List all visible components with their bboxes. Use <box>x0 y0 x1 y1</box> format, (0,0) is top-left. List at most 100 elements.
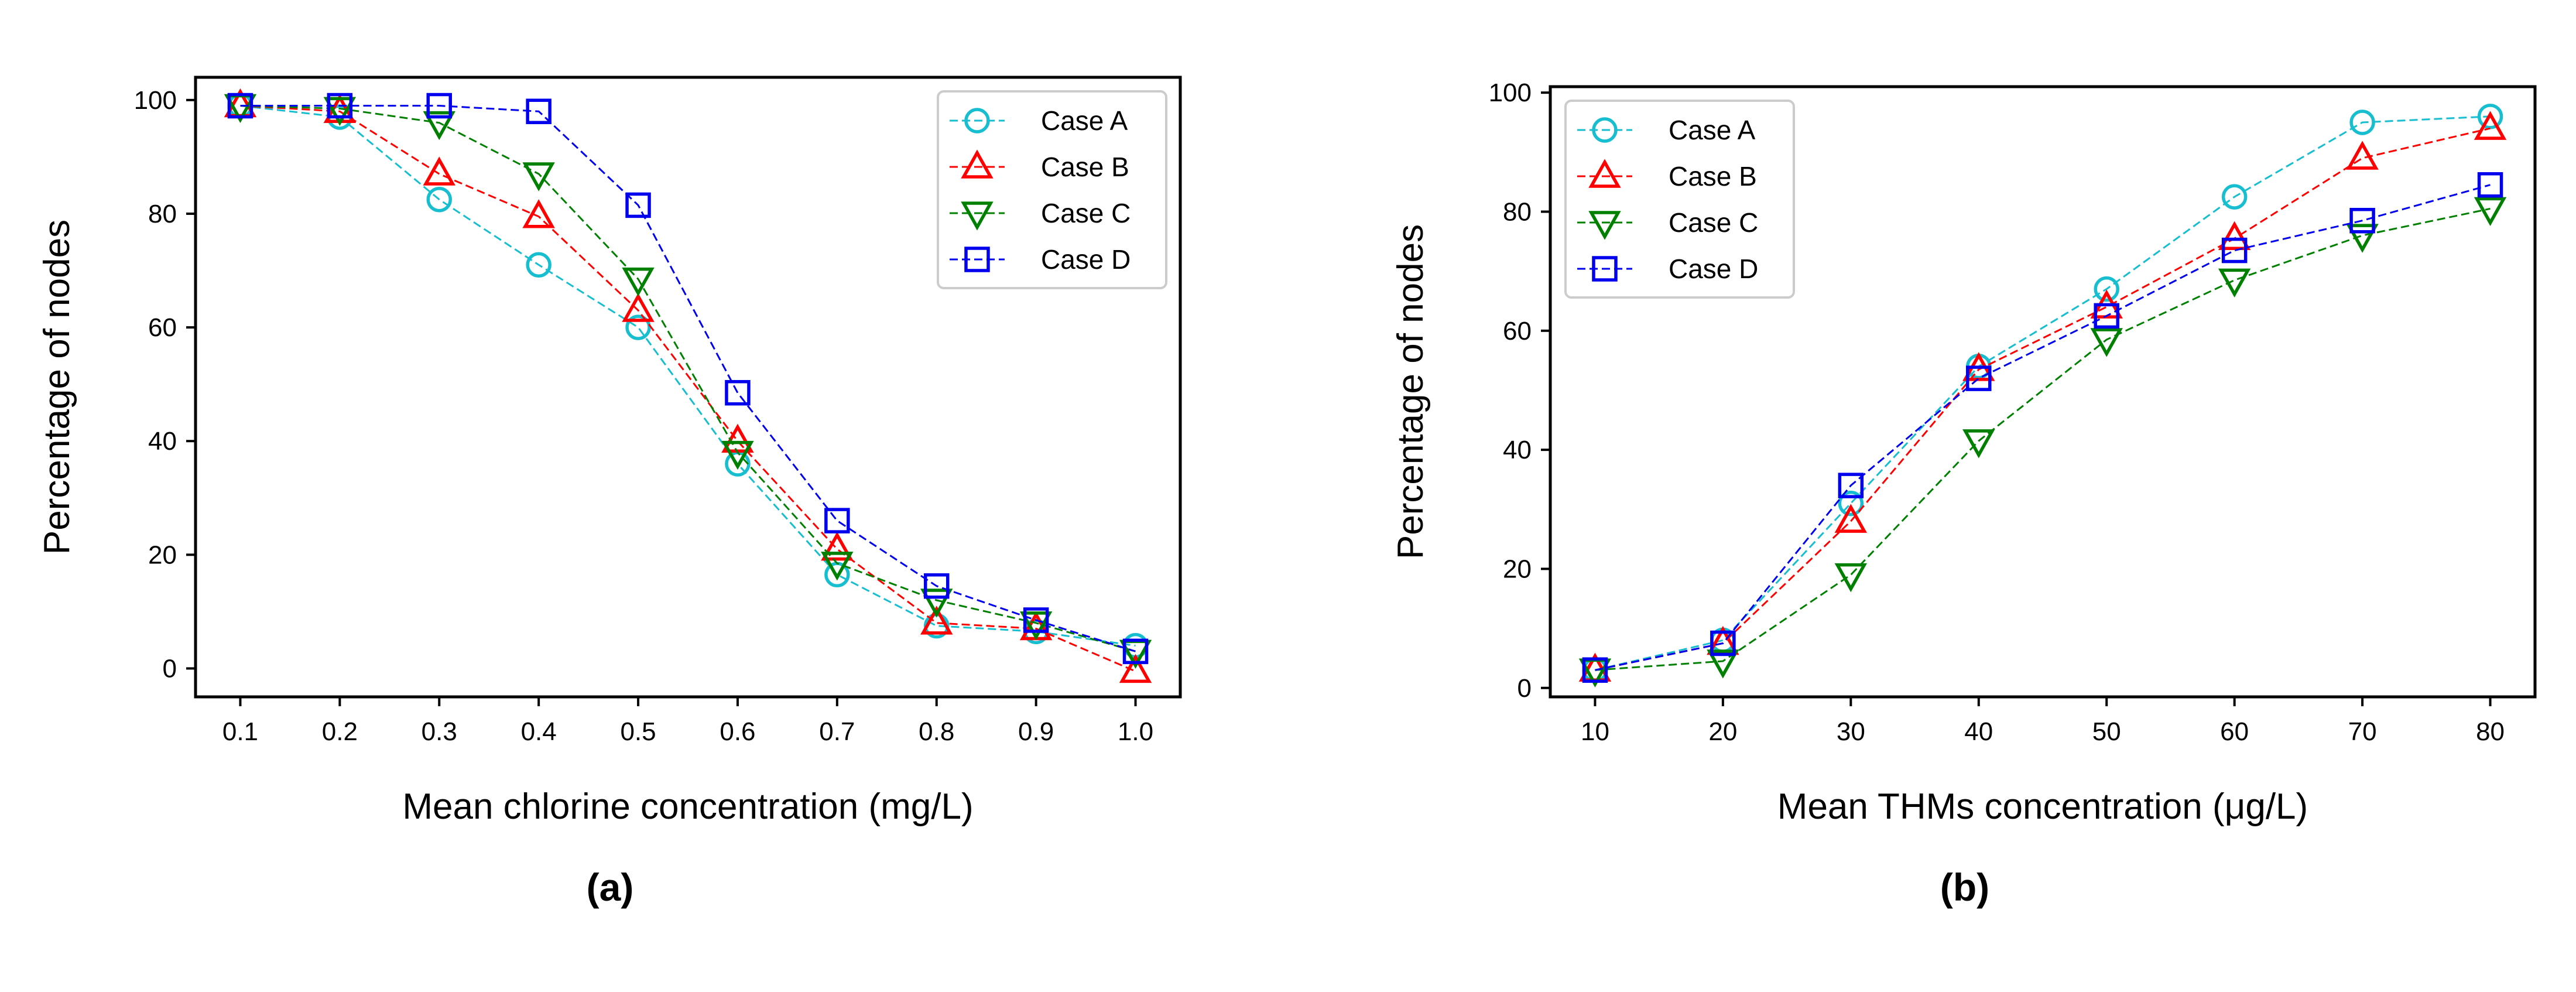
data-point <box>2094 276 2119 302</box>
panel-label: (b) <box>1940 866 1989 909</box>
data-point <box>1838 490 1864 516</box>
y-tick-label: 40 <box>1503 436 1532 464</box>
x-tick-label: 10 <box>1581 717 1609 746</box>
chart-panel-a: 0.1 0.2 0.3 0.4 0.5 0.6 0.7 0.8 0.9 1.0 0 20 40 60 80 1… <box>37 76 1182 909</box>
legend-entry: Case D <box>1577 254 1758 284</box>
legend-marker <box>961 149 994 179</box>
series-line <box>240 105 1136 672</box>
x-tick-label: 0.2 <box>322 717 358 746</box>
data-point <box>2346 224 2379 253</box>
legend-box <box>1564 100 1795 299</box>
x-tick-label: 0.6 <box>720 717 755 746</box>
data-point <box>2346 141 2379 170</box>
y-tick-label: 40 <box>148 427 177 456</box>
legend-entry: Case A <box>1577 115 1756 145</box>
data-point <box>2090 328 2123 357</box>
y-tick-label: 20 <box>1503 555 1532 583</box>
data-point <box>2221 237 2248 264</box>
legend-box <box>937 90 1167 289</box>
data-point <box>1707 649 1739 679</box>
legend-marker <box>964 108 990 134</box>
data-point <box>327 93 353 119</box>
series-case-d <box>1582 172 2503 683</box>
data-point <box>2474 111 2507 140</box>
data-point <box>622 267 655 297</box>
legend-entry: Case D <box>950 244 1131 275</box>
legend-entry: Case C <box>950 198 1131 231</box>
legend-label: Case B <box>1041 152 1129 182</box>
x-tick-label: 0.5 <box>620 717 656 746</box>
x-tick-label: 0.3 <box>422 717 457 746</box>
y-tick-label: 0 <box>163 654 177 683</box>
legend-label: Case D <box>1041 244 1131 275</box>
series-line <box>1595 207 2491 671</box>
x-tick-label: 0.9 <box>1018 717 1054 746</box>
data-point <box>821 552 854 581</box>
y-tick-label: 60 <box>148 313 177 342</box>
data-point <box>1019 611 1053 641</box>
x-tick-label: 30 <box>1837 717 1865 746</box>
series-line <box>240 105 1136 652</box>
data-point <box>1023 607 1049 633</box>
x-tick-label: 60 <box>2220 717 2249 746</box>
data-point <box>2094 303 2119 329</box>
x-tick-label: 0.7 <box>819 717 855 746</box>
data-point <box>824 508 850 533</box>
y-tick-label: 20 <box>148 541 177 569</box>
chart-panel-b: 10 20 30 40 50 60 70 80 0 20 40 60 80 100 Mean THMs co… <box>1390 78 2537 909</box>
legend-entry: Case C <box>1577 207 1758 240</box>
data-point <box>522 199 555 228</box>
legend: Case A Case B Case C Case D <box>937 90 1167 289</box>
data-point <box>2221 184 2248 210</box>
data-point <box>923 573 950 599</box>
data-point <box>1834 504 1868 533</box>
x-tick-label: 40 <box>1964 717 1993 746</box>
data-point <box>526 98 551 124</box>
legend-label: Case C <box>1041 198 1131 228</box>
data-point <box>725 379 751 406</box>
data-point <box>1119 654 1152 683</box>
data-point <box>522 162 555 191</box>
data-point <box>1710 630 1736 656</box>
legend: Case A Case B Case C Case D <box>1564 100 1795 299</box>
data-point <box>2477 172 2503 198</box>
legend-label: Case D <box>1669 254 1758 284</box>
y-axis-label: Percentage of nodes <box>37 220 77 555</box>
y-tick-label: 100 <box>134 86 177 115</box>
legend-label: Case B <box>1669 161 1757 191</box>
legend-entry: Case B <box>1577 159 1757 191</box>
data-point <box>821 532 854 561</box>
data-point <box>2349 110 2375 135</box>
legend-marker <box>1588 211 1621 240</box>
x-tick-label: 20 <box>1708 717 1737 746</box>
data-point <box>920 606 953 635</box>
data-point <box>1122 638 1149 665</box>
data-point <box>423 156 455 186</box>
data-point <box>426 93 453 119</box>
plot-frame <box>194 76 1182 699</box>
series-line <box>240 105 1136 647</box>
y-tick-label: 80 <box>148 200 177 228</box>
panel-label: (a) <box>587 866 634 909</box>
legend-label: Case C <box>1669 207 1758 238</box>
series-line <box>1595 127 2491 671</box>
data-point <box>721 440 754 470</box>
legend-marker <box>961 201 994 231</box>
y-tick-label: 60 <box>1503 317 1532 346</box>
data-point <box>1966 365 1992 391</box>
legend-marker <box>1588 159 1621 188</box>
legend-marker <box>1592 256 1618 282</box>
data-point <box>526 252 551 278</box>
legend-marker <box>964 247 990 272</box>
x-axis-label: Mean THMs concentration (μg/L) <box>1777 786 2308 827</box>
x-tick-label: 50 <box>2092 717 2121 746</box>
data-point <box>2474 197 2507 227</box>
x-tick-label: 70 <box>2348 717 2377 746</box>
legend-label: Case A <box>1041 105 1128 136</box>
data-point <box>2218 268 2251 298</box>
data-point <box>920 589 953 618</box>
data-point <box>625 192 651 218</box>
data-point <box>622 293 655 322</box>
data-point <box>1962 429 1995 459</box>
y-tick-label: 0 <box>1517 674 1532 703</box>
